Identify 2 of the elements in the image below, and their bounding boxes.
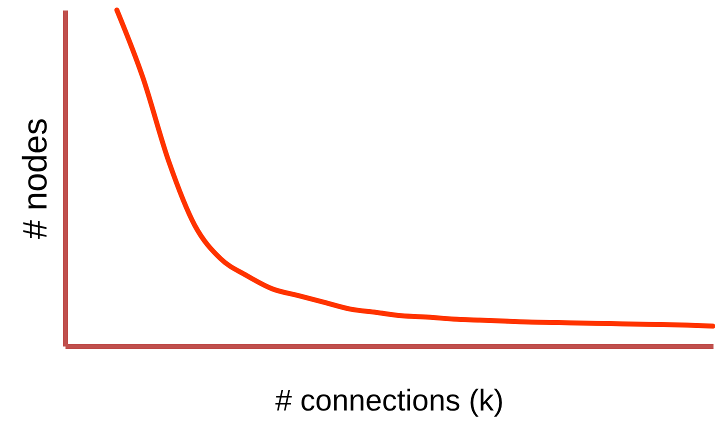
y-axis-title: # nodes: [16, 118, 54, 239]
x-axis-title: # connections (k): [275, 384, 504, 418]
